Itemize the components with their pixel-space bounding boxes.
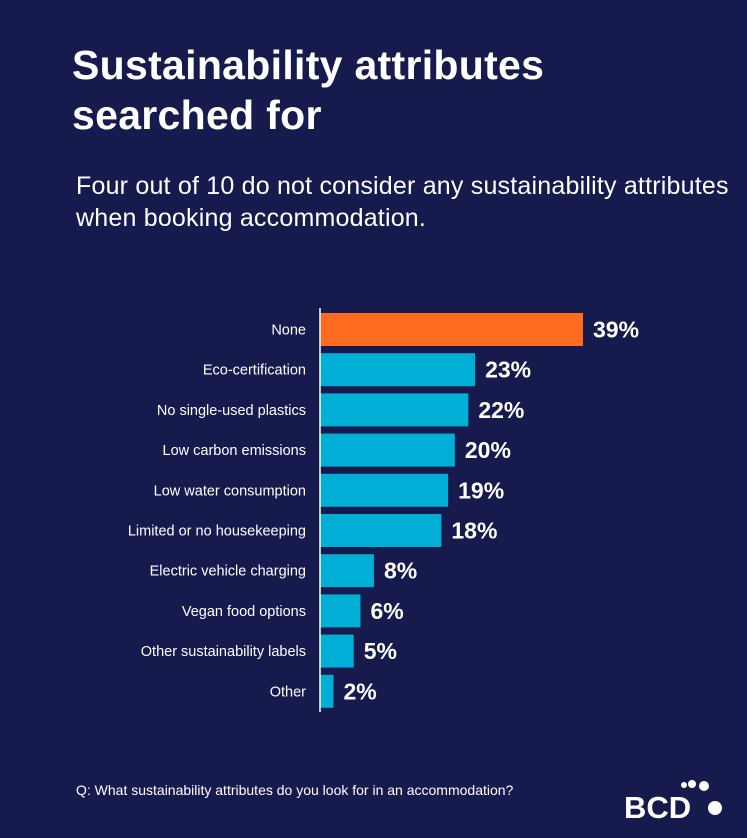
bar	[320, 473, 449, 507]
category-label: No single-used plastics	[157, 403, 306, 419]
bar	[320, 674, 334, 708]
bar	[320, 514, 442, 547]
category-label: Eco-certification	[203, 363, 306, 379]
chart-title: Sustainability attributes searched for	[72, 42, 545, 138]
survey-question: Q: What sustainability attributes do you…	[76, 782, 514, 798]
data-label: 5%	[364, 638, 397, 664]
data-label: 2%	[343, 678, 376, 704]
svg-text:BCD: BCD	[624, 790, 691, 824]
bar	[320, 433, 455, 467]
category-label: Other sustainability labels	[141, 644, 306, 660]
data-label: 6%	[370, 598, 403, 624]
data-label: 19%	[458, 477, 504, 503]
bar-chart: None 39% Eco-certification 23% No single-use…	[128, 308, 639, 712]
bar	[320, 554, 374, 588]
category-label: Low water consumption	[154, 483, 306, 499]
data-label: 20%	[465, 437, 511, 463]
bar	[320, 634, 354, 668]
data-label: 22%	[478, 397, 524, 423]
data-label: 8%	[384, 558, 417, 584]
category-label: Electric vehicle charging	[150, 564, 306, 580]
data-label: 18%	[451, 518, 497, 544]
category-label: Limited or no housekeeping	[128, 524, 306, 540]
category-label: None	[271, 323, 306, 339]
bar	[320, 313, 583, 346]
bar	[320, 353, 476, 387]
bar	[320, 594, 361, 628]
data-label: 23%	[485, 357, 531, 383]
category-label: Low carbon emissions	[163, 443, 306, 459]
bcd-logo: BCD	[624, 780, 722, 824]
bar	[320, 393, 469, 427]
chart-subtitle: Four out of 10 do not consider any susta…	[76, 172, 729, 232]
data-label: 39%	[593, 317, 639, 343]
category-label: Other	[270, 684, 306, 700]
category-label: Vegan food options	[182, 604, 306, 620]
